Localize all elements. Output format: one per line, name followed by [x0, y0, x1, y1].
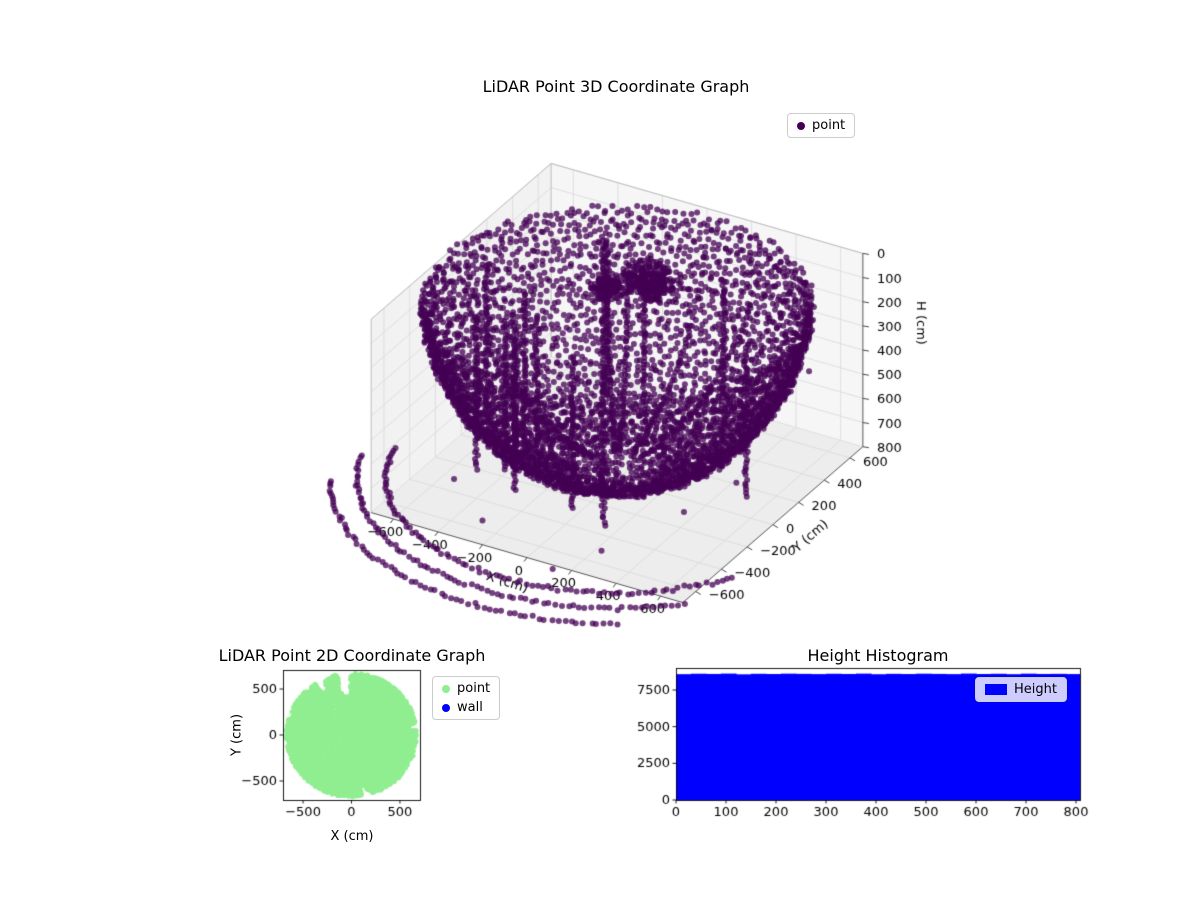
legend-label: point — [457, 681, 491, 696]
hist-legend: Height — [975, 677, 1067, 702]
legend-row: wall — [442, 700, 490, 715]
chart2d-title: LiDAR Point 2D Coordinate Graph — [218, 646, 486, 665]
legend-label: point — [812, 118, 846, 133]
legend-row: point — [797, 118, 845, 133]
legend-row: point — [442, 681, 490, 696]
legend-row: Height — [985, 682, 1057, 697]
chart2d-legend: point wall — [432, 676, 501, 720]
wall-marker-icon — [442, 703, 450, 712]
chart2d-ylabel: Y (cm) — [229, 713, 245, 757]
chart3d-title: LiDAR Point 3D Coordinate Graph — [482, 77, 750, 96]
legend-label: Height — [1014, 682, 1057, 697]
chart2d-xlabel: X (cm) — [330, 829, 374, 844]
hist-title: Height Histogram — [807, 646, 949, 665]
height-marker-icon — [985, 684, 1007, 695]
chart3d-legend: point — [787, 113, 856, 138]
point-marker-icon — [797, 121, 805, 130]
legend-label: wall — [457, 700, 483, 715]
point-marker-icon — [442, 684, 450, 693]
